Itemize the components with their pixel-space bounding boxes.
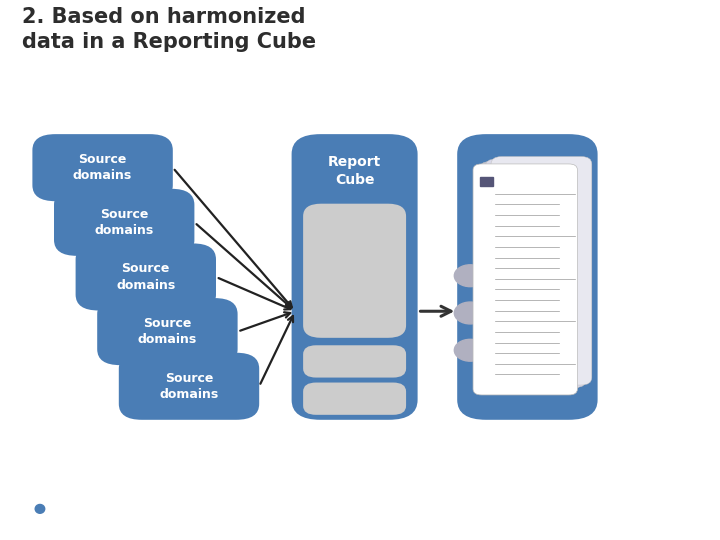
Text: Reports: Reports [497, 159, 558, 173]
FancyBboxPatch shape [292, 134, 418, 420]
Text: 22: 22 [673, 508, 695, 526]
FancyBboxPatch shape [119, 353, 259, 420]
FancyBboxPatch shape [485, 159, 586, 388]
Bar [480, 177, 493, 186]
FancyBboxPatch shape [303, 345, 406, 377]
Circle shape [454, 265, 486, 287]
Circle shape [454, 302, 486, 324]
Text: Source
domains: Source domains [116, 262, 176, 292]
FancyBboxPatch shape [76, 244, 216, 310]
FancyBboxPatch shape [457, 134, 598, 420]
Text: Report
Cube: Report Cube [328, 156, 381, 187]
Text: Source
domains: Source domains [138, 317, 197, 346]
Text: 2. Based on harmonized
data in a Reporting Cube: 2. Based on harmonized data in a Reporti… [22, 8, 316, 52]
Text: Source
domains: Source domains [94, 207, 154, 237]
FancyBboxPatch shape [491, 157, 592, 385]
Circle shape [35, 504, 45, 514]
Text: Source
domains: Source domains [159, 372, 219, 401]
FancyBboxPatch shape [303, 382, 406, 415]
FancyBboxPatch shape [32, 134, 173, 201]
Circle shape [454, 339, 486, 361]
FancyBboxPatch shape [303, 204, 406, 338]
FancyBboxPatch shape [54, 189, 194, 256]
Text: Source
domains: Source domains [73, 153, 132, 183]
Polygon shape [25, 509, 55, 523]
FancyBboxPatch shape [473, 164, 577, 395]
FancyBboxPatch shape [480, 161, 580, 390]
Text: QAD: QAD [83, 508, 127, 526]
FancyBboxPatch shape [97, 298, 238, 365]
